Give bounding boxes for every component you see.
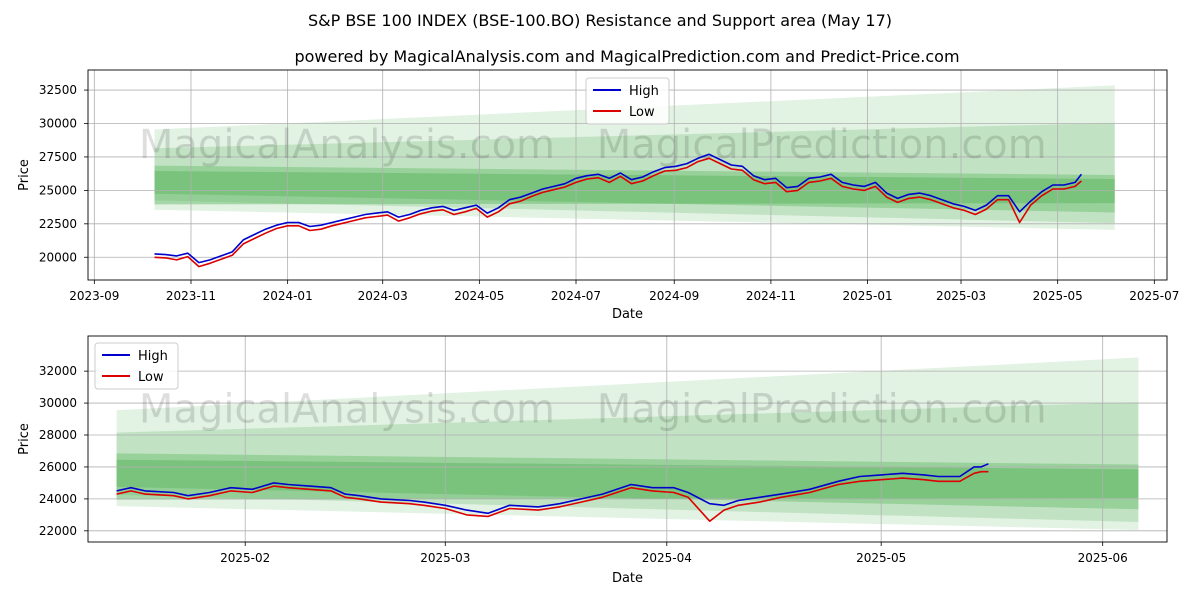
y-axis-label: Price [17, 423, 32, 455]
series-line-high [154, 153, 1083, 264]
x-tick-label: 2024-01 [263, 289, 313, 303]
band-1 [154, 122, 1115, 224]
series-line-low [154, 157, 1082, 268]
x-tick-label: 2025-01 [842, 289, 892, 303]
band-3 [116, 459, 1139, 500]
y-tick-label: 32500 [39, 83, 77, 97]
chart-panel-top: 20000 22500 25000 27500 30000 32500 2023-09 202… [17, 69, 1179, 322]
y-tick-label: 27500 [39, 150, 77, 164]
x-tick-label: 2025-02 [220, 551, 270, 565]
band-0 [116, 357, 1139, 531]
watermark-text: MagicalPrediction.com [597, 387, 1047, 433]
y-tick-label: 24000 [39, 492, 77, 506]
y-tick-label: 28000 [39, 428, 77, 442]
plot-area [88, 336, 1167, 542]
y-tick-label: 20000 [39, 250, 77, 264]
chart-title: S&P BSE 100 INDEX (BSE-100.BO) Resistanc… [308, 11, 892, 30]
y-tick-label: 22500 [39, 217, 77, 231]
legend-label: High [138, 349, 168, 364]
band-3 [154, 170, 1115, 205]
legend-label: Low [629, 105, 655, 120]
y-axis-label: Price [17, 159, 32, 191]
plot-frame [87, 69, 1168, 281]
x-tick-label: 2023-11 [166, 289, 216, 303]
x-tick-label: 2025-03 [936, 289, 986, 303]
legend-label: High [629, 84, 659, 99]
chart-subtitle: powered by MagicalAnalysis.com and Magic… [294, 47, 959, 66]
band-0 [154, 85, 1115, 230]
x-axis-label: Date [612, 307, 643, 322]
series-line-high [116, 463, 989, 515]
x-tick-label: 2024-11 [746, 289, 796, 303]
band-2 [154, 165, 1115, 213]
y-tick-label: 26000 [39, 460, 77, 474]
y-tick-label: 22000 [39, 524, 77, 538]
x-tick-label: 2024-03 [358, 289, 408, 303]
x-tick-label: 2024-09 [649, 289, 699, 303]
x-tick-label: 2025-05 [856, 551, 906, 565]
x-tick-label: 2023-09 [69, 289, 119, 303]
x-tick-label: 2025-03 [420, 551, 470, 565]
x-tick-label: 2025-06 [1078, 551, 1128, 565]
y-tick-label: 32000 [39, 364, 77, 378]
band-1 [116, 402, 1139, 523]
x-tick-label: 2024-07 [551, 289, 601, 303]
watermark-text: MagicalAnalysis.com [139, 122, 555, 168]
y-tick-label: 30000 [39, 117, 77, 131]
legend-label: Low [138, 370, 164, 385]
x-tick-label: 2025-07 [1129, 289, 1179, 303]
series-line-low [116, 470, 989, 523]
chart-panel-bottom: 22000 24000 26000 28000 30000 32000 2025-02 202… [17, 335, 1168, 586]
y-tick-label: 30000 [39, 396, 77, 410]
x-axis-label: Date [612, 571, 643, 586]
plot-frame [87, 335, 1168, 543]
x-tick-label: 2024-05 [454, 289, 504, 303]
watermark-text: MagicalPrediction.com [597, 122, 1047, 168]
x-tick-label: 2025-04 [642, 551, 692, 565]
x-tick-label: 2025-05 [1033, 289, 1083, 303]
y-tick-label: 25000 [39, 183, 77, 197]
support-resistance-bands [154, 85, 1115, 230]
watermark-text: MagicalAnalysis.com [139, 387, 555, 433]
